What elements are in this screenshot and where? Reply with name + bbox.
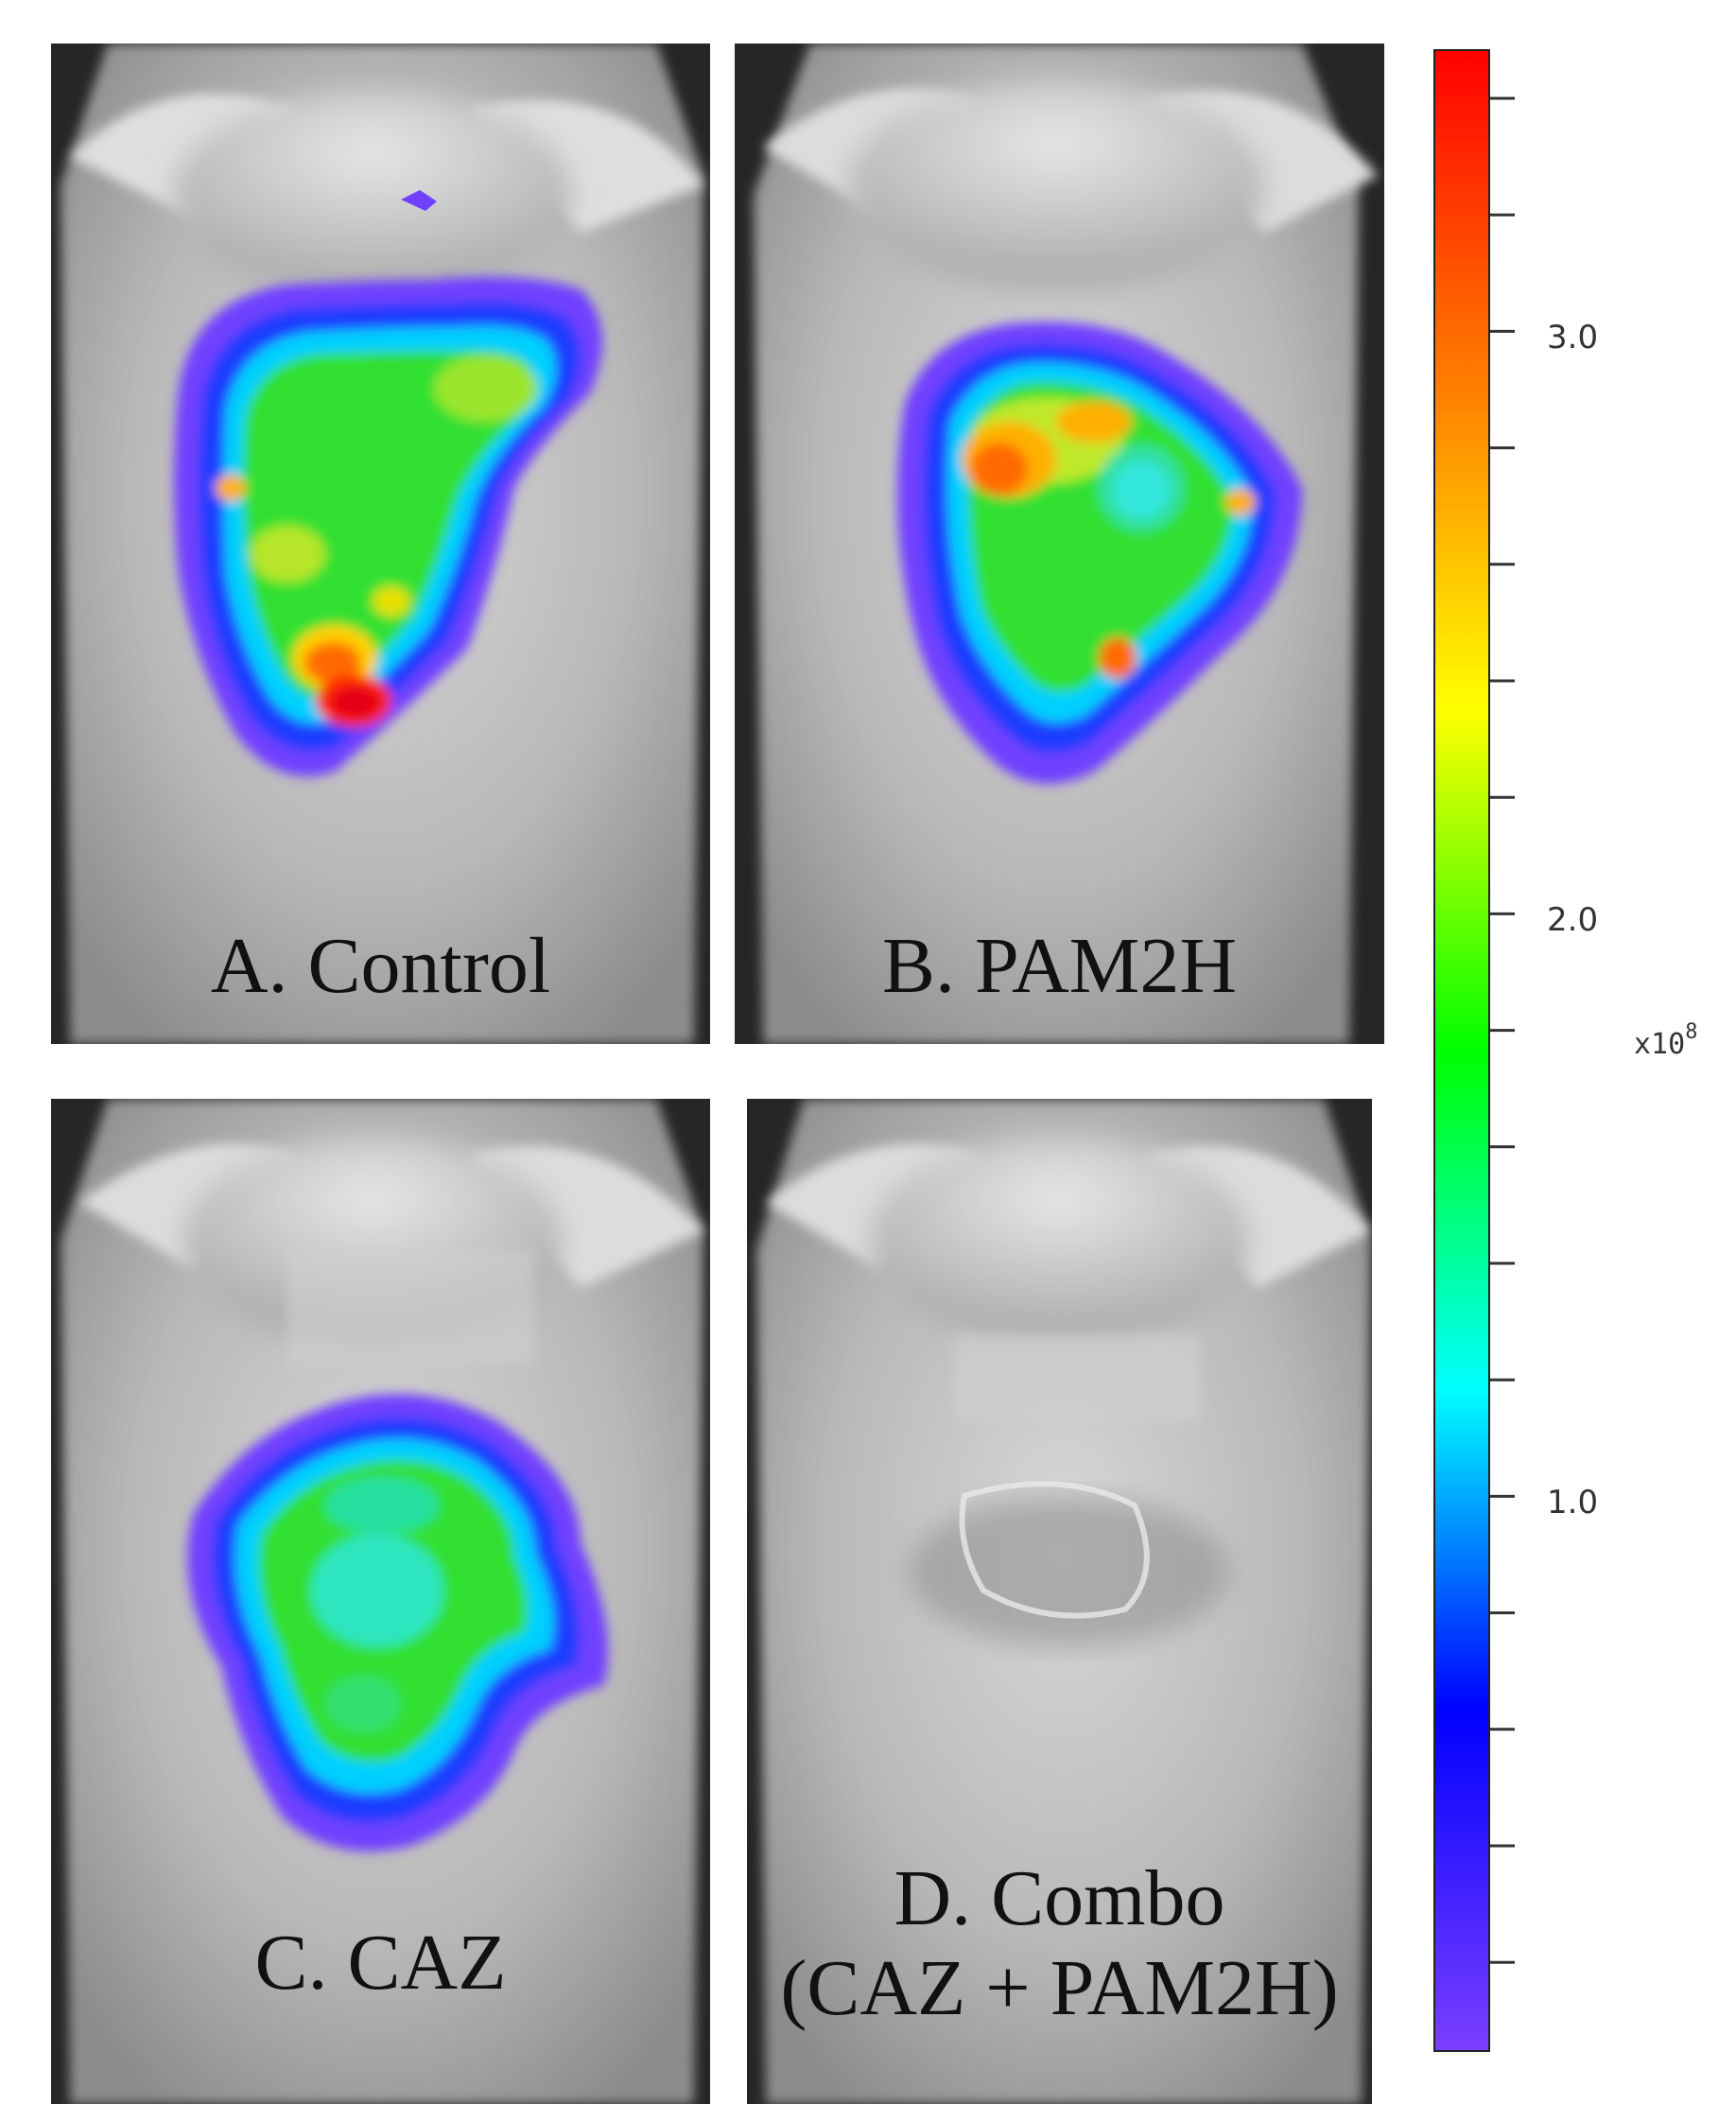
panel-b-label: B. PAM2H: [881, 922, 1238, 1010]
mouse-image-c: [51, 1099, 710, 2104]
color-scale-ticks: 3.0 2.0 1.0 x108: [1490, 96, 1697, 1964]
mouse-image-b: [735, 43, 1384, 1044]
mouse-image-d: [747, 1099, 1372, 2104]
scale-tick-label-3: 3.0: [1547, 319, 1598, 356]
scale-tick-label-2: 2.0: [1547, 901, 1598, 939]
panel-d-combo: D. Combo (CAZ + PAM2H): [747, 1099, 1372, 2104]
scale-tick-label-1: 1.0: [1547, 1484, 1598, 1521]
panel-a-label: A. Control: [210, 922, 551, 1010]
panel-d-label-line1: D. Combo: [894, 1854, 1225, 1942]
scale-unit-label: x108: [1634, 1020, 1697, 1061]
panel-d-label-line2: (CAZ + PAM2H): [780, 1944, 1339, 2032]
panel-c-label: C. CAZ: [254, 1919, 507, 2007]
panel-c-caz: C. CAZ: [51, 1099, 710, 2104]
color-scale-bar: [1433, 49, 1490, 2052]
panel-b-pam2h: B. PAM2H: [735, 43, 1384, 1044]
mouse-image-a: [51, 43, 710, 1044]
panel-a-control: A. Control: [51, 43, 710, 1044]
